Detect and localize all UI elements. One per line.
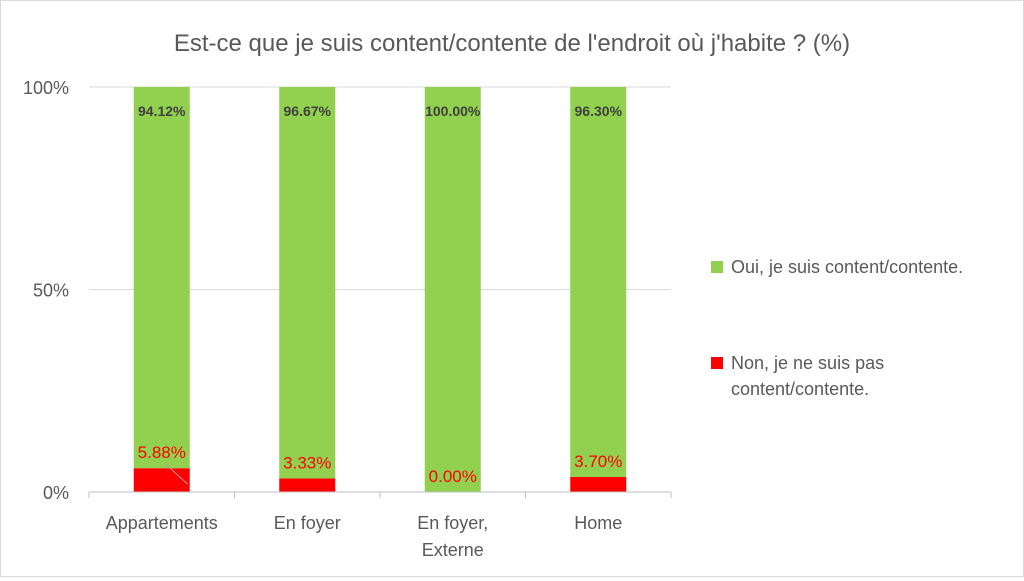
x-axis: Appartements En foyer En foyer, Externe Home [88, 491, 672, 560]
x-category-label: En foyer, [417, 513, 488, 533]
data-label-non: 0.00% [429, 467, 477, 486]
y-axis: 0% 50% 100% [23, 78, 69, 503]
legend: Oui, je suis content/contente. Non, je ne… [711, 257, 963, 399]
data-label-leader [165, 463, 189, 485]
legend-swatch [711, 261, 723, 273]
bar-oui [133, 87, 190, 469]
bars: 94.12% 5.88% 96.67% 3.33% 100.00% 0.00% 96.30%… [133, 87, 627, 492]
data-label-non: 3.70% [574, 452, 622, 471]
data-label-oui: 100.00% [425, 103, 481, 119]
y-tick-label: 0% [43, 483, 69, 503]
data-label-oui: 96.30% [575, 103, 623, 119]
x-category-label: En foyer [274, 513, 341, 533]
data-label-non: 5.88% [138, 443, 186, 462]
x-category-label: Home [574, 513, 622, 533]
bar-non [279, 478, 336, 492]
x-category-label: Externe [422, 540, 484, 560]
x-category-label: Appartements [106, 513, 218, 533]
legend-label: Oui, je suis content/contente. [731, 257, 963, 277]
bar-oui [279, 87, 336, 479]
data-label-oui: 96.67% [284, 103, 332, 119]
data-label-oui: 94.12% [138, 103, 186, 119]
y-tick-label: 50% [33, 281, 69, 301]
bar-oui [570, 87, 627, 478]
y-tick-label: 100% [23, 78, 69, 98]
legend-label: content/contente. [731, 379, 869, 399]
bar-oui [424, 87, 481, 492]
legend-swatch [711, 357, 723, 369]
legend-label: Non, je ne suis pas [731, 353, 884, 373]
chart-title: Est-ce que je suis content/contente de l… [174, 30, 850, 57]
data-label-non: 3.33% [283, 454, 331, 473]
bar-non [570, 477, 627, 492]
bar-non [133, 468, 190, 492]
